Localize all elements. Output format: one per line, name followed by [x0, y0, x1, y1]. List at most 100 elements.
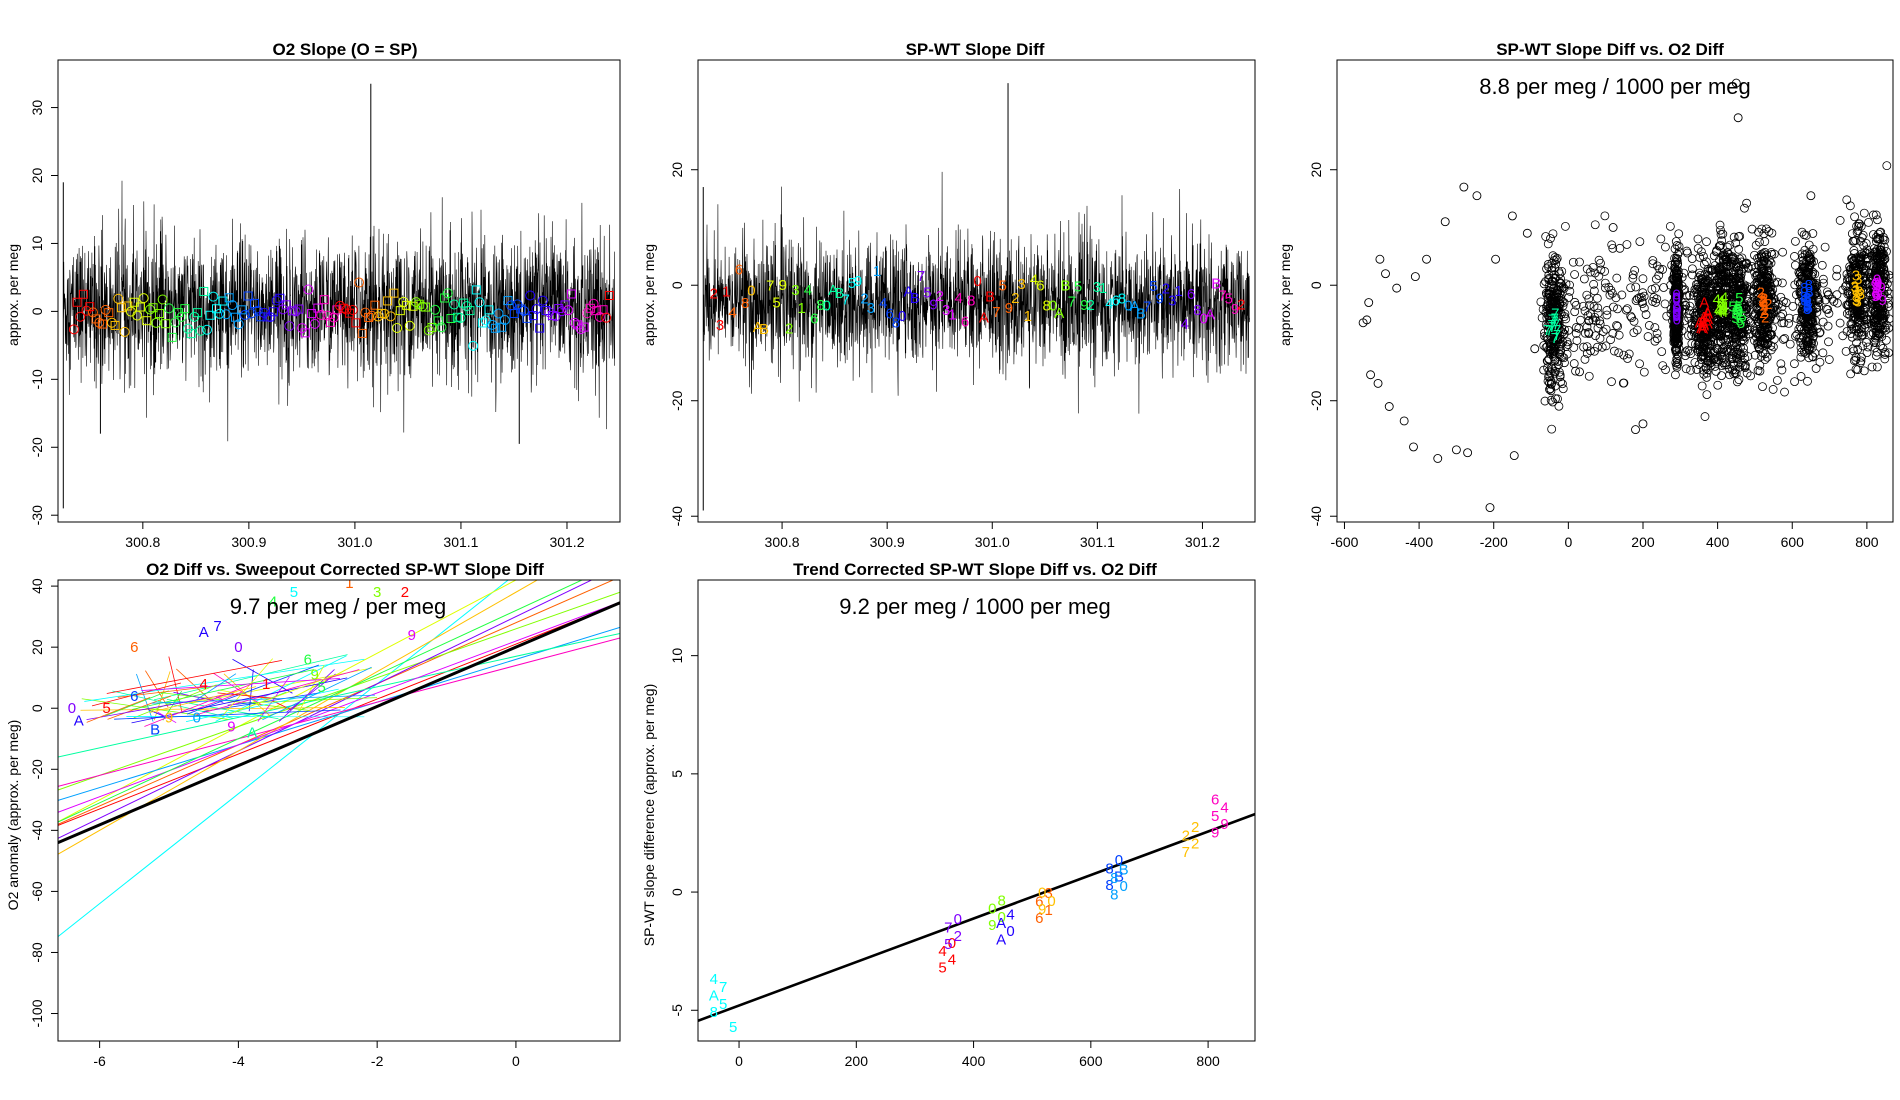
x-tick-label: 300.9 [870, 534, 905, 550]
scatter-point [1849, 236, 1859, 246]
scatter-point [1744, 296, 1753, 306]
scatter-point [1856, 287, 1866, 297]
scatter-point [1848, 313, 1858, 323]
scatter-point [1732, 310, 1741, 319]
scatter-point [1600, 211, 1610, 221]
circle-marker [220, 309, 231, 320]
scatter-point [1601, 341, 1611, 351]
scatter-point [1728, 252, 1738, 262]
text-marker: B [759, 321, 769, 338]
square-marker [566, 289, 576, 299]
panel2-title: SP-WT Slope Diff [906, 40, 1045, 59]
scatter-point [1546, 363, 1556, 373]
scatter-point [1673, 359, 1683, 369]
y-tick-label: 0 [669, 281, 685, 289]
scatter-point [1878, 306, 1888, 316]
text-marker: 0 [1124, 297, 1132, 314]
scatter-point [1714, 345, 1723, 355]
scatter-point [1614, 348, 1624, 358]
scatter-point [1743, 325, 1753, 335]
y-tick-label: 0 [669, 888, 685, 896]
circle-marker [322, 310, 333, 321]
point-label: 0 [193, 709, 201, 726]
scatter-point [1801, 336, 1810, 346]
group-label: 4 [710, 971, 718, 988]
scatter-point [1589, 302, 1599, 311]
scatter-point [1792, 290, 1801, 300]
y-tick-label: -40 [1308, 506, 1324, 526]
scatter-point [1860, 294, 1870, 304]
y-tick-label: 10 [29, 235, 45, 251]
scatter-point [1584, 329, 1594, 338]
scatter-point [1582, 264, 1592, 274]
scatter-point [1879, 311, 1888, 321]
circle-marker [195, 325, 206, 336]
scatter-point [1802, 303, 1811, 313]
scatter-point [1693, 234, 1703, 244]
scatter-point [1733, 354, 1743, 363]
scatter-point [1703, 339, 1712, 349]
scatter-point [1734, 375, 1744, 385]
text-marker: 2 [1237, 296, 1245, 313]
scatter-point [1551, 362, 1561, 372]
scatter-point [1768, 304, 1778, 314]
scatter-point [1732, 263, 1742, 272]
scatter-point [1804, 353, 1814, 363]
scatter-point [1832, 290, 1842, 300]
scatter-point [1687, 270, 1697, 280]
y-tick-label: 40 [29, 578, 45, 594]
text-marker: B [1211, 275, 1221, 292]
square-marker [237, 305, 247, 315]
circle-marker [423, 325, 434, 336]
scatter-point [1734, 244, 1744, 254]
scatter-point [1712, 299, 1722, 309]
scatter-point [1763, 324, 1772, 334]
scatter-point [1548, 229, 1558, 239]
scatter-point [1555, 367, 1564, 377]
square-marker [192, 308, 202, 318]
scatter-point [1788, 301, 1798, 311]
scatter-point [1852, 276, 1861, 286]
circle-marker [525, 290, 536, 301]
scatter-point [1660, 299, 1670, 309]
scatter-point [1860, 247, 1870, 257]
text-marker: 8 [1118, 291, 1126, 308]
circle-marker [75, 311, 86, 322]
square-marker [97, 319, 107, 329]
text-marker: 0 [898, 308, 906, 325]
scatter-point [1629, 328, 1639, 338]
scatter-point [1545, 372, 1555, 382]
circle-marker [582, 308, 593, 319]
text-marker: 4 [804, 282, 812, 299]
scatter-point [1872, 234, 1882, 244]
scatter-point [1852, 322, 1862, 332]
square-marker [465, 306, 475, 316]
series-line [63, 180, 615, 442]
scatter-point [1552, 285, 1562, 295]
scatter-point [1754, 227, 1763, 237]
scatter-point [1790, 359, 1799, 369]
text-marker: 1 [1024, 308, 1032, 325]
scatter-point [1555, 282, 1565, 292]
scatter-point [1565, 286, 1575, 296]
y-tick-label: -60 [29, 881, 45, 901]
scatter-point [1657, 347, 1667, 357]
scatter-point [1768, 385, 1778, 394]
square-marker [154, 309, 164, 319]
scatter-point [1715, 350, 1725, 360]
group-label: 5 [1211, 808, 1219, 825]
scatter-point [1691, 315, 1700, 324]
panel5-annotation: 9.2 per meg / 1000 per meg [839, 594, 1111, 619]
scatter-point [1700, 412, 1710, 421]
square-marker [345, 308, 355, 318]
scatter-point [1591, 331, 1600, 341]
scatter-point [1558, 301, 1568, 311]
scatter-point [1638, 419, 1648, 429]
scatter-point [1738, 361, 1748, 370]
scatter-point [1595, 319, 1605, 329]
text-marker: 4 [1181, 316, 1189, 333]
scatter-point [1692, 310, 1702, 320]
text-marker: B [910, 290, 920, 307]
scatter-point [1735, 290, 1745, 300]
